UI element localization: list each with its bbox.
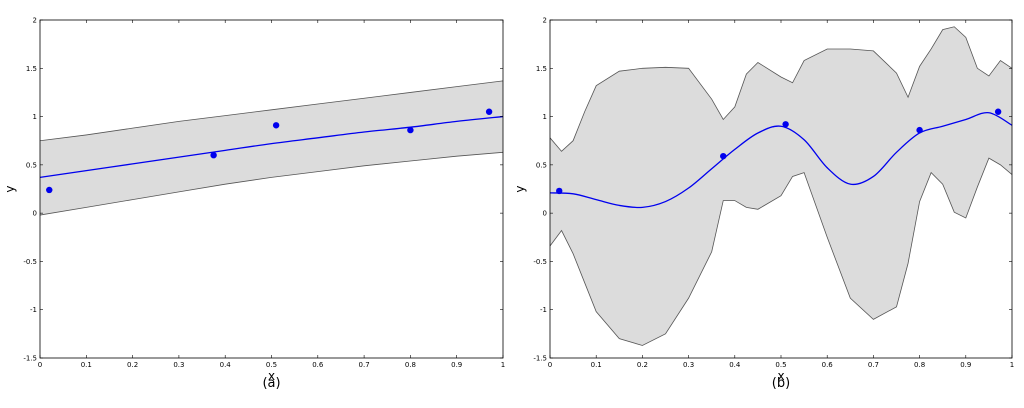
y-tick-label: 0.5	[536, 161, 547, 169]
x-tick-label: 1	[501, 361, 505, 369]
x-tick-label: 0.2	[637, 361, 648, 369]
x-tick-label: 0.5	[775, 361, 786, 369]
x-tick-label: 0.7	[868, 361, 879, 369]
x-tick-label: 0.4	[220, 361, 232, 369]
y-tick-label: 1.5	[26, 65, 37, 73]
x-tick-label: 0	[38, 361, 42, 369]
data-point	[485, 108, 493, 115]
x-tick-label: 0.1	[81, 361, 92, 369]
y-tick-label: -0.5	[533, 258, 547, 266]
y-tick-label: -1.5	[23, 355, 37, 363]
x-tick-label: 0.9	[960, 361, 971, 369]
x-axis-label: x	[777, 369, 784, 383]
data-point	[994, 108, 1002, 115]
y-tick-label: 1	[543, 113, 547, 121]
y-tick-label: 0	[543, 210, 547, 218]
y-tick-label: 0	[33, 210, 37, 218]
x-tick-label: 0.3	[683, 361, 694, 369]
x-tick-label: 1	[1010, 361, 1014, 369]
x-tick-label: 0.6	[312, 361, 324, 369]
x-tick-label: 0	[548, 361, 552, 369]
data-point	[407, 126, 414, 134]
x-tick-label: 0.1	[591, 361, 602, 369]
x-tick-label: 0.6	[822, 361, 834, 369]
band-upper-edge	[39, 80, 504, 142]
x-tick-label: 0.7	[359, 361, 370, 369]
x-tick-label: 0.5	[266, 361, 277, 369]
data-point	[272, 122, 280, 129]
y-tick-label: -1	[30, 306, 37, 314]
mean-line	[39, 115, 504, 179]
x-axis-label: x	[268, 369, 275, 383]
x-tick-label: 0.9	[451, 361, 462, 369]
data-point	[916, 126, 923, 134]
y-axis-label: y	[3, 185, 17, 192]
mean-line	[549, 111, 1013, 209]
y-tick-label: 1.5	[536, 65, 547, 73]
chart-panel-2: 0 0.1 0.2 0.3 0.4 0.5 0.6 0.7 0.8 0.9 1 -1.5 -1 -0.5 0…	[513, 17, 1014, 392]
band-lower-edge	[549, 157, 1013, 346]
x-tick-label: 0.8	[405, 361, 416, 369]
panel-label: (a)	[262, 376, 280, 391]
y-tick-label: 2	[543, 17, 547, 25]
confidence-band	[550, 26, 1012, 346]
data-point	[210, 152, 217, 159]
confidence-band	[40, 80, 503, 216]
panel-label: (b)	[772, 376, 790, 391]
y-tick-label: 0.5	[26, 161, 37, 169]
data-point	[782, 121, 789, 128]
data-point	[720, 152, 727, 160]
y-tick-label: 1	[33, 113, 37, 121]
x-tick-label: 0.3	[173, 361, 184, 369]
y-tick-label: 2	[33, 17, 37, 25]
x-tick-label: 0.4	[729, 361, 741, 369]
band-lower-edge	[39, 151, 504, 216]
band-upper-edge	[549, 26, 1013, 152]
y-tick-label: -0.5	[23, 258, 37, 266]
chart-panel-1: 0 0.1 0.2 0.3 0.4 0.5 0.6 0.7 0.8 0.9 1 -1.5 -1 -0.5 0…	[3, 17, 505, 392]
x-tick-label: 0.8	[914, 361, 925, 369]
y-tick-label: -1.5	[533, 355, 547, 363]
data-point	[46, 186, 53, 194]
y-axis-label: y	[513, 185, 527, 192]
y-tick-label: -1	[540, 306, 547, 314]
x-tick-label: 0.2	[127, 361, 138, 369]
data-point	[556, 187, 563, 195]
